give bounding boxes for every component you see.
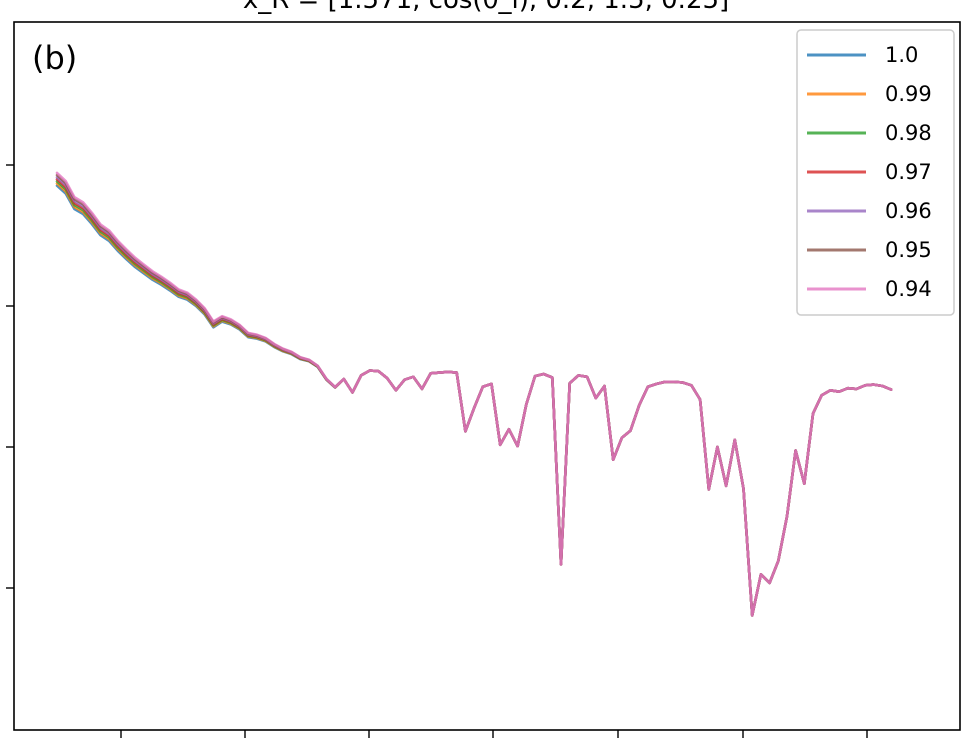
plot-area: [6, 21, 961, 738]
legend-item[interactable]: 0.99: [807, 82, 932, 106]
legend[interactable]: 1.0 0.99 0.98 0.97 0.96 0.95 0.94: [796, 29, 955, 316]
tick-layer: [6, 164, 868, 738]
legend-item[interactable]: 0.97: [807, 160, 932, 184]
legend-item[interactable]: 0.98: [807, 121, 932, 145]
legend-item[interactable]: 0.95: [807, 238, 932, 262]
legend-label: 0.96: [885, 199, 932, 223]
legend-label: 0.99: [885, 82, 932, 106]
series-line-0-99: [55, 182, 893, 617]
legend-label: 0.94: [885, 277, 932, 301]
legend-item[interactable]: 0.96: [807, 199, 932, 223]
axes-frame: [13, 21, 961, 731]
legend-label: 0.98: [885, 121, 932, 145]
series-line-0-97: [55, 178, 893, 617]
legend-item[interactable]: 1.0: [807, 43, 918, 67]
panel-label: (b): [32, 39, 77, 77]
series-line-0-96: [55, 175, 893, 617]
legend-label: 0.95: [885, 238, 932, 262]
legend-item[interactable]: 0.94: [807, 277, 932, 301]
legend-label: 1.0: [885, 43, 918, 67]
chart-title: x_R = [1.571, cos(θ_i), 0.2, 1.5, 0.25]: [243, 0, 729, 15]
legend-entries: 1.0 0.99 0.98 0.97 0.96 0.95 0.94: [807, 43, 932, 301]
series-layer: [55, 171, 893, 617]
series-line-0-94: [55, 171, 893, 617]
series-line-1-0: [55, 184, 893, 617]
legend-label: 0.97: [885, 160, 932, 184]
series-line-0-98: [55, 180, 893, 617]
legend-box: [796, 29, 955, 316]
series-line-0-95: [55, 173, 893, 617]
